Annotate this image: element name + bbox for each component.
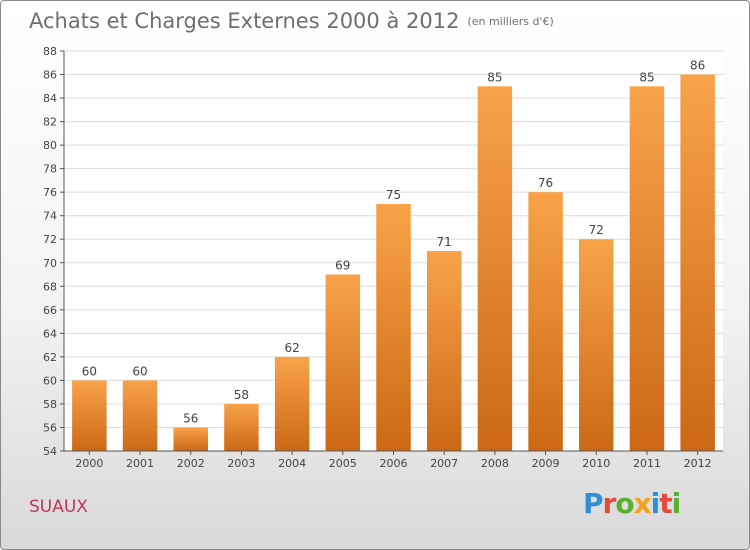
bar-value-label: 86 [690, 59, 705, 73]
x-tick-label: 2011 [633, 457, 661, 470]
y-tick-label: 86 [43, 69, 57, 82]
x-tick-label: 2010 [582, 457, 610, 470]
y-tick-label: 82 [43, 116, 57, 129]
bar-value-label: 58 [234, 388, 249, 402]
x-tick-label: 2008 [481, 457, 509, 470]
bar [274, 356, 310, 451]
x-tick-label: 2000 [75, 457, 103, 470]
x-tick-label: 2007 [430, 457, 458, 470]
y-tick-label: 56 [43, 421, 57, 434]
logo-letter: P [583, 487, 604, 520]
y-tick-label: 76 [43, 186, 57, 199]
bar [376, 203, 411, 451]
bar-value-label: 72 [589, 223, 604, 237]
y-tick-label: 70 [43, 257, 57, 270]
y-tick-label: 78 [43, 163, 57, 176]
y-tick-label: 84 [43, 92, 57, 105]
x-tick-label: 2009 [532, 457, 560, 470]
y-tick-label: 88 [43, 45, 57, 58]
y-tick-label: 54 [43, 445, 57, 458]
y-tick-label: 74 [43, 210, 57, 223]
bars: 60 60 56 58 62 69 75 71 85 76 72 85 86 [72, 59, 715, 452]
bar-value-label: 56 [183, 411, 198, 425]
bar-value-label: 60 [132, 364, 147, 378]
bar [72, 380, 107, 451]
bar [629, 86, 665, 451]
y-tick-label: 60 [43, 374, 57, 387]
bar [224, 403, 259, 451]
proxiti-logo: Proxiti [583, 487, 682, 520]
y-tick-label: 62 [43, 351, 57, 364]
axes: 54 56 58 60 62 64 66 68 70 72 74 76 78 80 82 84 86 88 2000… [43, 45, 723, 470]
x-tick-label: 2001 [126, 457, 154, 470]
bar [173, 427, 208, 451]
x-tick-label: 2006 [380, 457, 408, 470]
logo-letter: i [650, 487, 661, 520]
commune-name: SUAUX [29, 497, 88, 517]
bar-value-label: 60 [82, 364, 97, 378]
chart-unit: (en milliers d'€) [467, 15, 554, 28]
bar [680, 74, 715, 451]
logo-letter: x [633, 487, 652, 520]
y-tick-label: 64 [43, 327, 57, 340]
bar-value-label: 75 [386, 188, 401, 202]
bar-value-label: 85 [487, 70, 502, 84]
y-tick-label: 80 [43, 139, 57, 152]
y-tick-label: 66 [43, 304, 57, 317]
x-tick-label: 2005 [329, 457, 357, 470]
bar-value-label: 62 [284, 341, 299, 355]
y-tick-label: 58 [43, 398, 57, 411]
bar [579, 239, 614, 451]
bar-value-label: 76 [538, 176, 553, 190]
bar [528, 192, 563, 452]
chart-title-text: Achats et Charges Externes 2000 à 2012 [29, 9, 460, 33]
bar [426, 251, 462, 451]
chart-title: Achats et Charges Externes 2000 à 2012 (e… [29, 9, 554, 33]
bar-chart: 60 60 56 58 62 69 75 71 85 76 72 85 86 54 56 58 60 62 64 6… [43, 45, 723, 470]
x-tick-label: 2002 [177, 457, 205, 470]
y-tick-label: 68 [43, 280, 57, 293]
y-tick-label: 72 [43, 233, 57, 246]
bar [122, 380, 158, 451]
x-tick-label: 2012 [684, 457, 712, 470]
logo-letter: r [602, 487, 617, 520]
x-tick-label: 2003 [227, 457, 255, 470]
x-tick-label: 2004 [278, 457, 306, 470]
bar [477, 86, 513, 451]
logo-letter: i [671, 487, 682, 520]
logo-letter: t [659, 487, 672, 520]
bar-value-label: 71 [437, 235, 452, 249]
bar [325, 274, 361, 451]
logo-letter: o [615, 487, 634, 520]
bar-value-label: 85 [639, 70, 654, 84]
bar-value-label: 69 [335, 259, 350, 273]
